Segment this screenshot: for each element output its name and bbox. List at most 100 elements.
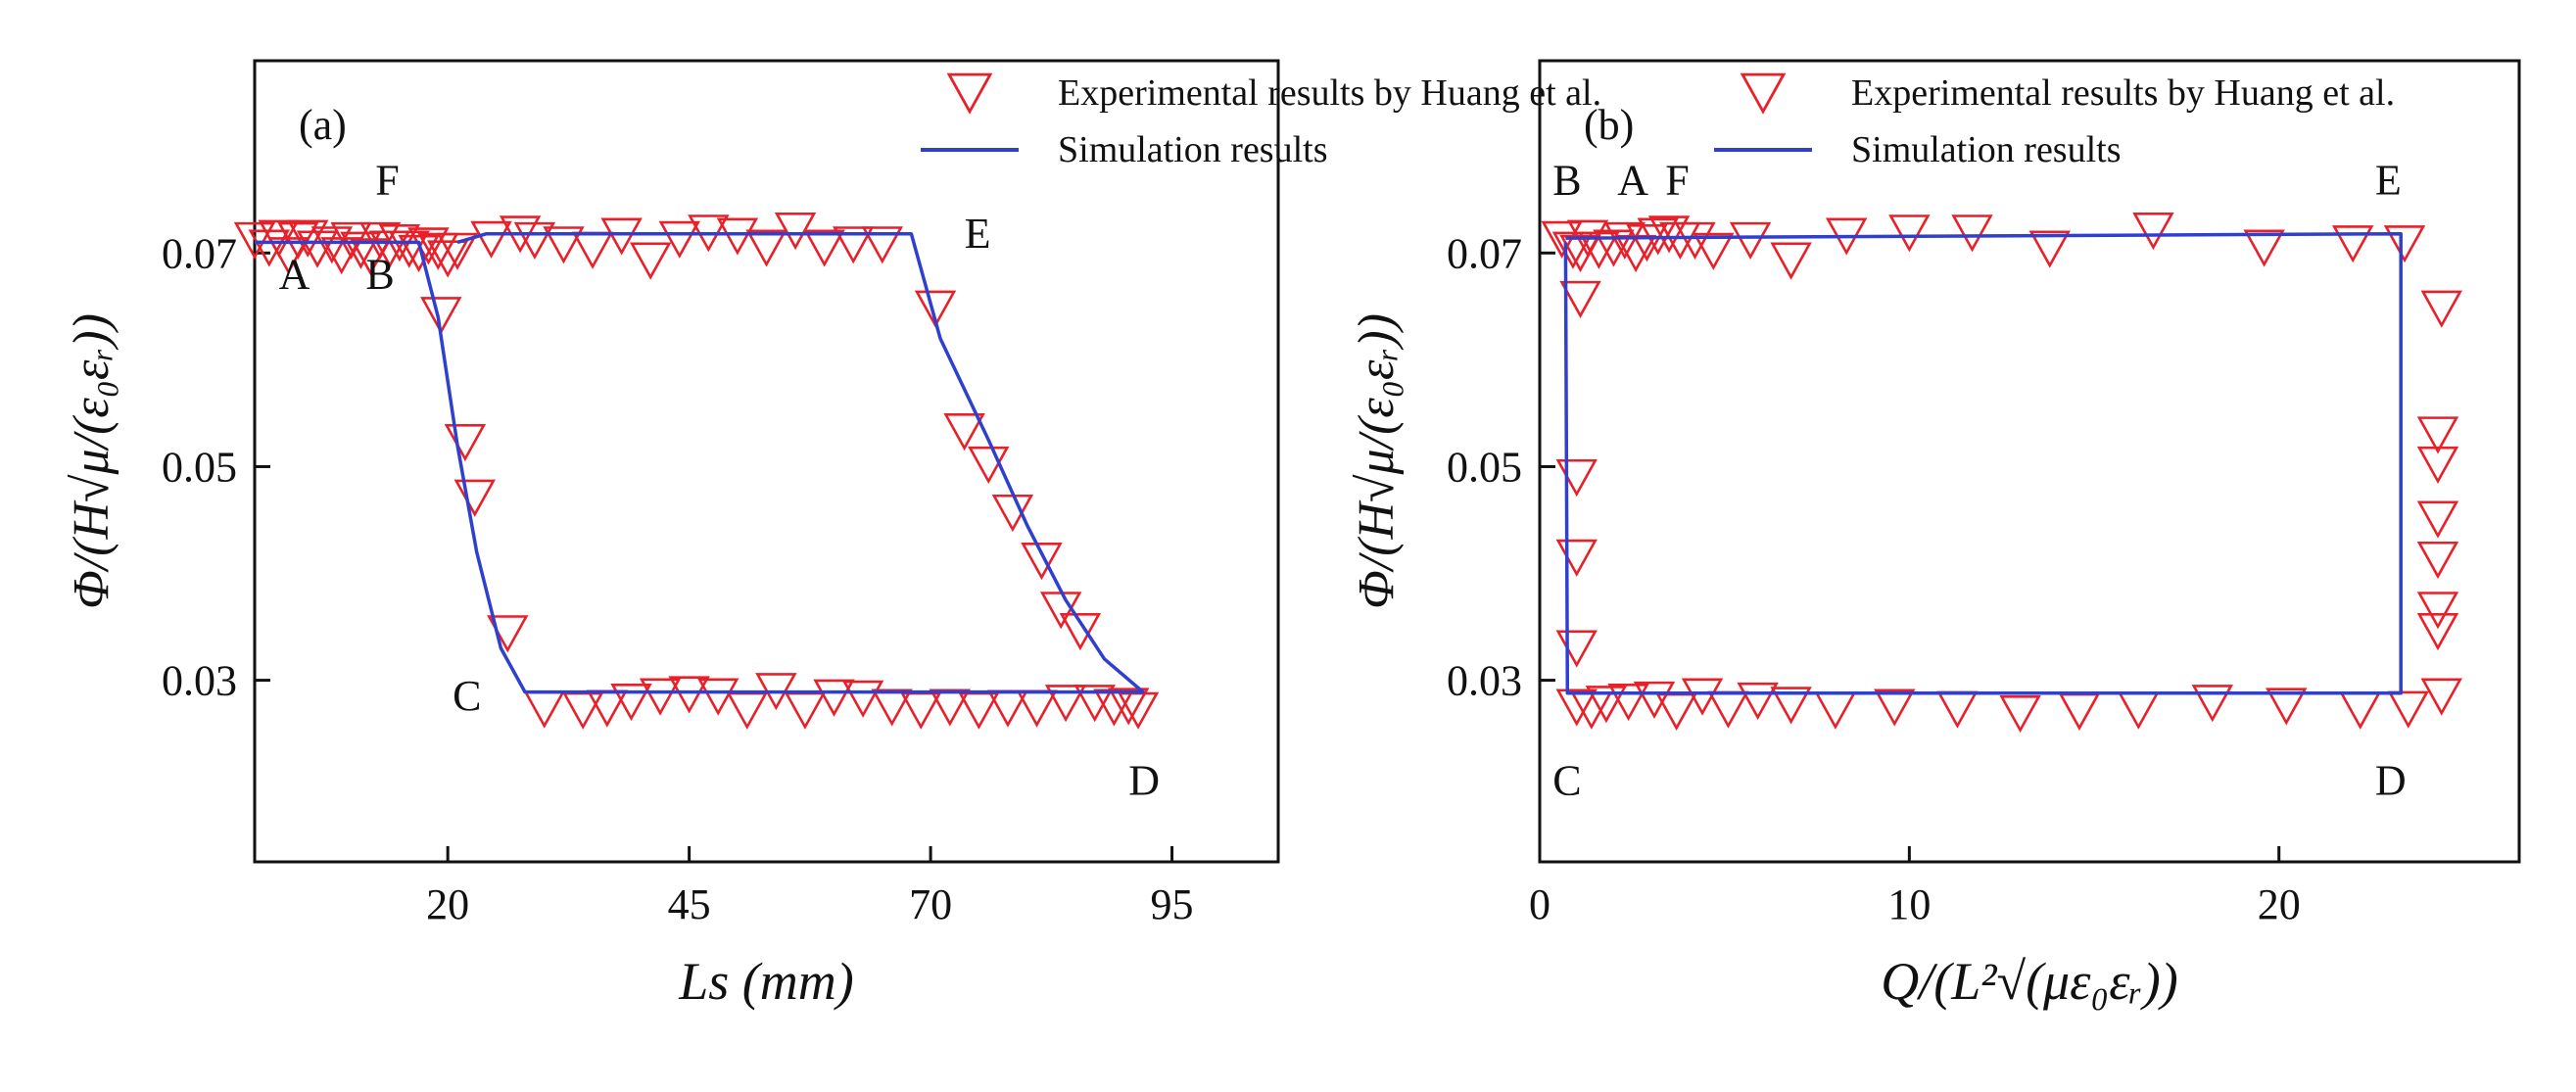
experimental-point	[1693, 232, 1735, 270]
x-tick-label: 70	[909, 880, 952, 928]
experimental-point	[1936, 690, 1979, 729]
experimental-point	[1585, 686, 1628, 724]
experimental-point	[2383, 225, 2426, 263]
experimental-point	[871, 688, 913, 727]
point-label-a: A	[279, 250, 310, 298]
point-label-b: B	[1552, 156, 1581, 204]
point-label-b: B	[365, 250, 394, 298]
experimental-point	[696, 678, 739, 716]
legend-label-experimental: Experimental results by Huang et al.	[1058, 72, 1601, 114]
experimental-point	[745, 229, 787, 267]
experimental-point	[1770, 242, 1812, 280]
plot-frame	[1538, 59, 2521, 864]
experimental-point	[1607, 684, 1649, 722]
experimental-point	[1559, 280, 1601, 318]
experimental-point	[2191, 685, 2233, 723]
experimental-point	[1551, 231, 1595, 269]
experimental-point	[813, 679, 855, 717]
experimental-point	[571, 231, 614, 269]
panel-label: (b)	[1584, 101, 1634, 149]
experimental-point	[1737, 682, 1779, 721]
experimental-point	[2416, 446, 2459, 485]
experimental-point	[2028, 230, 2071, 268]
experimental-point	[420, 297, 462, 335]
experimental-point	[543, 226, 585, 264]
experimental-point	[1770, 687, 1812, 725]
y-tick-label: 0.03	[1447, 657, 1522, 705]
experimental-point	[2416, 592, 2459, 630]
experimental-point	[900, 691, 942, 730]
experimental-point	[2132, 213, 2174, 251]
experimental-point	[610, 684, 652, 722]
experimental-point	[1874, 688, 1916, 727]
experimental-point	[1729, 221, 1772, 261]
legend-label-simulation: Simulation results	[1058, 129, 1328, 170]
x-tick-label: 10	[1887, 880, 1931, 928]
panel-b: 0.03 0.05 0.07 0 10 20 Φ/(H√μ/(ε₀εᵣ)) Q/(L²√(με…	[1349, 59, 2521, 1011]
experimental-point	[2416, 613, 2459, 651]
experimental-point	[2416, 500, 2459, 539]
legend: Experimental results by Huang et al. Simu…	[1714, 72, 2395, 170]
experimental-point	[668, 676, 710, 714]
experimental-point	[600, 217, 643, 256]
experimental-point	[513, 221, 556, 261]
experimental-point	[841, 680, 884, 718]
point-label-a: A	[1617, 156, 1648, 204]
experimental-point	[1888, 214, 1931, 253]
experimental-point	[2118, 691, 2160, 730]
experimental-point	[1633, 681, 1676, 719]
experimental-point	[1626, 224, 1668, 262]
y-tick-label: 0.03	[162, 657, 237, 705]
experimental-point	[2420, 678, 2462, 716]
experimental-point	[861, 226, 904, 264]
point-label-c: C	[1552, 756, 1581, 804]
legend-label-simulation: Simulation results	[1851, 129, 2122, 170]
experimental-point	[639, 678, 682, 716]
experimental-point	[2331, 225, 2374, 263]
experimental-point	[248, 229, 290, 267]
experimental-point	[629, 242, 672, 280]
experimental-point	[1681, 678, 1724, 716]
experimental-point	[1117, 691, 1160, 730]
experimental-point	[453, 479, 496, 517]
y-axis-label: Φ/(H√μ/(ε₀εᵣ))	[64, 313, 119, 609]
experimental-point	[1578, 231, 1620, 269]
plot-frame	[253, 59, 1280, 864]
experimental-point	[561, 691, 604, 730]
experimental-point	[1647, 215, 1691, 254]
x-tick-label: 20	[2258, 880, 2301, 928]
experimental-point	[1951, 214, 1993, 253]
point-label-f: F	[1665, 156, 1689, 204]
legend-label-experimental: Experimental results by Huang et al.	[1851, 72, 2395, 114]
experimental-point	[784, 691, 827, 730]
experimental-point	[1021, 543, 1063, 581]
point-label-e: E	[2375, 156, 2402, 204]
experimental-point	[2416, 416, 2459, 454]
y-tick-label: 0.07	[1447, 229, 1522, 277]
legend: Experimental results by Huang et al. Simu…	[921, 72, 1601, 170]
experimental-point	[1107, 688, 1150, 726]
x-tick-label: 95	[1151, 880, 1194, 928]
experimental-point	[2058, 692, 2101, 731]
experimental-point	[2266, 688, 2308, 726]
experimental-point	[716, 217, 759, 256]
experimental-point	[2243, 229, 2285, 267]
x-axis-label: Ls (mm)	[678, 952, 854, 1011]
experimental-point	[444, 423, 487, 462]
simulation-line	[1563, 231, 2403, 695]
experimental-point	[233, 221, 276, 261]
x-tick-label: 20	[426, 880, 469, 928]
legend-marker-experimental	[1740, 72, 1787, 115]
experimental-point	[658, 220, 700, 259]
x-tick-label: 45	[668, 880, 711, 928]
x-tick-label: 0	[1529, 880, 1550, 928]
experimental-point	[277, 221, 319, 261]
experimental-point	[833, 226, 875, 264]
experimental-point	[426, 240, 469, 278]
experimental-point	[1707, 690, 1749, 729]
experimental-point	[803, 229, 845, 267]
experimental-point	[943, 413, 985, 451]
experimental-point	[1555, 539, 1598, 577]
